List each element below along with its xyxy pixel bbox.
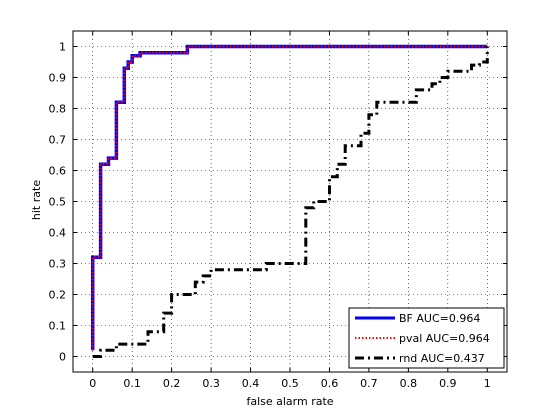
- x-tick-label: 1: [484, 377, 491, 390]
- series-lines: [90, 44, 489, 358]
- y-tick-label: 0.2: [49, 289, 67, 302]
- legend-label-2: rnd AUC=0.437: [399, 352, 485, 365]
- y-tick-label: 0.1: [49, 320, 67, 333]
- y-tick-label: 0.4: [49, 227, 67, 240]
- x-tick-label: 0.4: [242, 377, 260, 390]
- y-tick-label: 0.7: [49, 134, 67, 147]
- x-tick-label: 0.3: [202, 377, 220, 390]
- y-tick-label: 0.3: [49, 258, 67, 271]
- series-line-2: [92, 46, 489, 358]
- legend: BF AUC=0.964 pval AUC=0.964 rnd AUC=0.437: [348, 307, 505, 369]
- x-tick-label: 0.5: [281, 377, 299, 390]
- series-line-1: [91, 45, 488, 351]
- legend-label-0: BF AUC=0.964: [399, 312, 480, 325]
- y-tick-label: 0.5: [49, 196, 67, 209]
- x-tick-label: 0.8: [400, 377, 418, 390]
- y-tick-label: 1: [59, 41, 66, 54]
- legend-label-1: pval AUC=0.964: [399, 332, 490, 345]
- x-tick-label: 0.7: [360, 377, 378, 390]
- x-axis-label: false alarm rate: [246, 395, 333, 408]
- y-axis-label: hit rate: [30, 180, 43, 220]
- x-tick-label: 0.6: [321, 377, 339, 390]
- y-tick-label: 0.8: [49, 103, 67, 116]
- x-tick-label: 0.1: [123, 377, 141, 390]
- axis-ticks: 0 0.1 0.2 0.3 0.4 0.5 0.6 0.7 0.8 0.9 1 0 0.1 0.2 0.3 0…: [49, 31, 507, 390]
- x-tick-label: 0: [89, 377, 96, 390]
- y-tick-label: 0.6: [49, 165, 67, 178]
- y-tick-label: 0: [59, 351, 66, 364]
- x-tick-label: 0.9: [439, 377, 457, 390]
- y-tick-label: 0.9: [49, 72, 67, 85]
- x-tick-label: 0.2: [163, 377, 181, 390]
